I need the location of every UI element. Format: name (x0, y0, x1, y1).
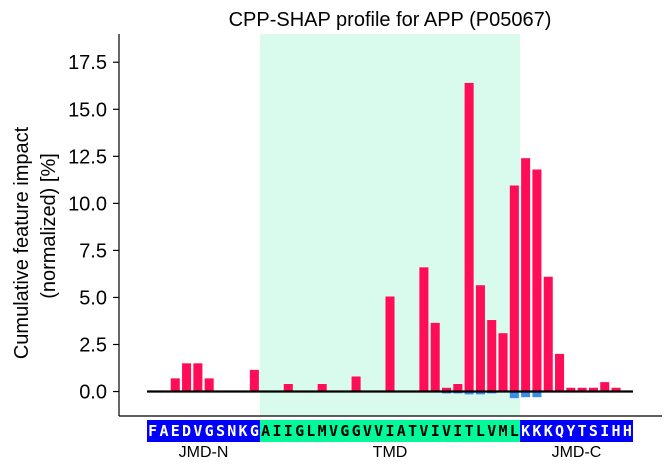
residue-letter: V (442, 422, 451, 440)
bar-positive (182, 363, 192, 392)
residue-letter: F (148, 422, 157, 440)
bar-positive (532, 169, 542, 392)
residue-letter: T (578, 422, 587, 440)
residue-letter: I (385, 422, 394, 440)
y-tick-label: 15.0 (68, 99, 107, 121)
residue-letter: I (284, 422, 293, 440)
sequence-region-jmd-c (519, 420, 633, 442)
bar-positive (249, 369, 259, 392)
residue-letter: V (193, 422, 202, 440)
bar-positive (464, 82, 474, 392)
y-tick-label: 12.5 (68, 146, 107, 168)
residue-letter: N (227, 422, 236, 440)
residue-letter: V (374, 422, 383, 440)
residue-letter: I (272, 422, 281, 440)
residue-letter: I (431, 422, 440, 440)
residue-letter: H (612, 422, 621, 440)
region-label: TMD (373, 444, 408, 461)
y-tick-label: 7.5 (79, 240, 107, 262)
residue-letter: K (544, 422, 553, 440)
bar-positive (543, 276, 553, 392)
residue-letter: G (340, 422, 349, 440)
y-axis-label-line-1: Cumulative feature impact (11, 126, 33, 359)
residue-letter: K (532, 422, 541, 440)
bar-positive (453, 384, 463, 392)
residue-letter: A (261, 422, 270, 440)
region-label: JMD-N (179, 444, 229, 461)
residue-letter: S (589, 422, 598, 440)
bar-positive (521, 158, 531, 392)
residue-letter: Q (555, 422, 564, 440)
residue-letter: D (182, 422, 191, 440)
bar-negative (509, 391, 519, 399)
bar-positive (351, 376, 361, 392)
residue-letter: V (329, 422, 338, 440)
residue-letter: M (318, 422, 327, 440)
y-axis-label-line-2: (normalized) [%] (38, 153, 60, 299)
bar-positive (577, 387, 587, 392)
bar-positive (600, 382, 610, 392)
bar-negative (464, 391, 474, 395)
sequence-region-jmd-n (147, 420, 261, 442)
bar-positive (441, 387, 452, 392)
residue-letter: E (171, 422, 180, 440)
residue-letter: H (623, 422, 632, 440)
region-labels: JMD-N TMD JMD-C (179, 444, 602, 461)
bar-negative (521, 391, 531, 398)
region-label: JMD-C (552, 444, 602, 461)
residue-letter: I (453, 422, 462, 440)
residue-letter: G (250, 422, 259, 440)
residue-letter: A (159, 422, 168, 440)
residue-letter: G (352, 422, 361, 440)
residue-letter: L (476, 422, 485, 440)
bar-positive (317, 384, 327, 392)
residue-letter: V (419, 422, 428, 440)
residue-letter: L (306, 422, 315, 440)
residue-letter: G (205, 422, 214, 440)
residue-letter: L (510, 422, 519, 440)
residue-letter: M (499, 422, 508, 440)
y-tick-label: 10.0 (68, 193, 107, 215)
bar-negative (475, 391, 485, 395)
residue-letter: Y (566, 422, 575, 440)
y-tick-label: 17.5 (68, 52, 107, 74)
y-tick-label: 5.0 (79, 287, 107, 309)
bar-positive (430, 322, 440, 392)
residue-letter: G (295, 422, 304, 440)
bar-positive (170, 378, 180, 392)
bar-positive (419, 267, 429, 392)
bar-positive (283, 384, 293, 392)
bar-positive (193, 363, 203, 392)
bar-positive (588, 387, 598, 392)
residue-letter: A (397, 422, 406, 440)
y-tick-label: 2.5 (79, 334, 107, 356)
bar-positive (385, 296, 395, 392)
residue-letter: V (487, 422, 496, 440)
residue-letter: T (465, 422, 474, 440)
bar-positive (611, 387, 621, 392)
bar-negative (532, 391, 542, 398)
bar-positive (475, 285, 485, 392)
sequence-region-tmd (260, 420, 520, 442)
residue-letter: T (408, 422, 417, 440)
bar-positive (566, 387, 576, 392)
residue-letter: K (239, 422, 248, 440)
residue-letter: K (521, 422, 530, 440)
bar-positive (487, 320, 497, 392)
bar-positive (204, 378, 214, 392)
residue-letter: V (363, 422, 372, 440)
bar-positive (509, 185, 519, 392)
residue-letter: S (216, 422, 225, 440)
y-tick-label: 0.0 (79, 382, 107, 404)
chart-title: CPP-SHAP profile for APP (P05067) (229, 9, 552, 31)
residue-letter: I (600, 422, 609, 440)
y-axis-ticks: 0.0 2.5 5.0 7.5 10.0 12.5 15.0 17.5 (68, 52, 119, 404)
bar-positive (498, 333, 508, 392)
bar-positive (555, 353, 565, 392)
